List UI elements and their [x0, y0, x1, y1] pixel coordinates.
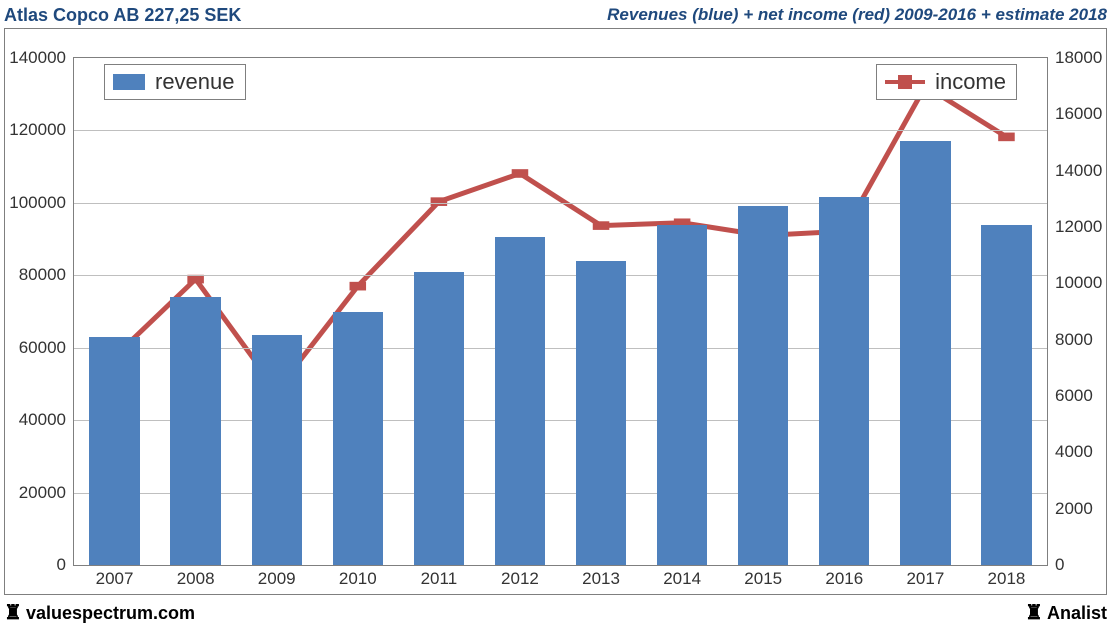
legend-revenue-label: revenue [155, 69, 235, 95]
legend-income-label: income [935, 69, 1006, 95]
revenue-bar [89, 337, 139, 565]
y-right-tick: 8000 [1055, 330, 1093, 350]
y-left-tick: 80000 [19, 265, 66, 285]
gridline [74, 130, 1047, 131]
revenue-bar [414, 272, 464, 565]
y-right-tick: 14000 [1055, 161, 1102, 181]
footer-right-text: Analist [1047, 603, 1107, 623]
legend-revenue-swatch [113, 74, 145, 90]
footer-right: ♜Analist [1025, 600, 1107, 625]
y-left-tick: 20000 [19, 483, 66, 503]
footer-left: ♜valuespectrum.com [4, 600, 195, 625]
x-tick-label: 2013 [582, 569, 620, 589]
revenue-bar [900, 141, 950, 565]
footer-left-text: valuespectrum.com [26, 603, 195, 623]
y-left-tick: 120000 [9, 120, 66, 140]
legend-revenue: revenue [104, 64, 246, 100]
x-tick-label: 2018 [988, 569, 1026, 589]
x-tick-label: 2007 [96, 569, 134, 589]
revenue-bar [576, 261, 626, 565]
y-left-tick: 140000 [9, 48, 66, 68]
revenue-bar [981, 225, 1031, 565]
y-right-tick: 12000 [1055, 217, 1102, 237]
title-right: Revenues (blue) + net income (red) 2009-… [607, 5, 1107, 25]
x-tick-label: 2011 [421, 569, 458, 589]
title-bar: Atlas Copco AB 227,25 SEK Revenues (blue… [4, 4, 1107, 26]
revenue-bar [819, 197, 869, 565]
revenue-bar [657, 225, 707, 565]
y-left-tick: 100000 [9, 193, 66, 213]
x-tick-label: 2014 [663, 569, 701, 589]
revenue-bar [170, 297, 220, 565]
y-right-tick: 16000 [1055, 104, 1102, 124]
revenue-bar [495, 237, 545, 565]
revenue-bar [738, 206, 788, 565]
legend-income: income [876, 64, 1017, 100]
x-tick-label: 2008 [177, 569, 215, 589]
y-right-tick: 18000 [1055, 48, 1102, 68]
legend-income-swatch [885, 80, 925, 84]
plot-area: revenue income 0200004000060000800001000… [73, 57, 1048, 566]
revenue-bar [252, 335, 302, 565]
title-left: Atlas Copco AB 227,25 SEK [4, 5, 241, 26]
y-right-tick: 0 [1055, 555, 1064, 575]
rook-icon: ♜ [1025, 602, 1043, 624]
x-tick-label: 2009 [258, 569, 296, 589]
y-left-tick: 0 [57, 555, 66, 575]
y-right-tick: 2000 [1055, 499, 1093, 519]
y-right-tick: 4000 [1055, 442, 1093, 462]
x-tick-label: 2017 [906, 569, 944, 589]
rook-icon: ♜ [4, 602, 22, 624]
x-tick-label: 2015 [744, 569, 782, 589]
x-tick-label: 2012 [501, 569, 539, 589]
chart-frame: revenue income 0200004000060000800001000… [4, 28, 1107, 595]
footer: ♜valuespectrum.com ♜Analist [4, 599, 1107, 625]
y-left-tick: 40000 [19, 410, 66, 430]
y-left-tick: 60000 [19, 338, 66, 358]
y-right-tick: 6000 [1055, 386, 1093, 406]
x-tick-label: 2010 [339, 569, 377, 589]
revenue-bar [333, 312, 383, 566]
x-tick-label: 2016 [825, 569, 863, 589]
y-right-tick: 10000 [1055, 273, 1102, 293]
